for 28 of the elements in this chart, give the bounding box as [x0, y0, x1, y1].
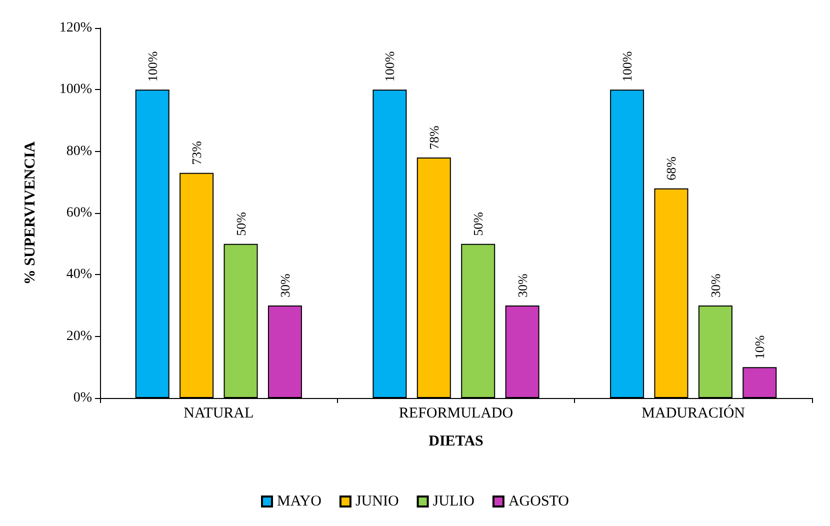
legend-label: MAYO [276, 494, 322, 510]
data-label: 50% [233, 212, 248, 236]
y-tick-label: 0% [73, 390, 92, 406]
data-label: 100% [620, 51, 635, 82]
data-label: 100% [144, 51, 160, 82]
legend-label: JULIO [432, 494, 475, 510]
y-tick-label: 60% [66, 206, 92, 220]
x-axis-title: DIETAS [428, 434, 484, 450]
y-tick-label: 20% [66, 328, 92, 344]
y-tick-label: 40% [66, 267, 92, 282]
data-label: 30% [277, 274, 292, 298]
legend-label: AGOSTO [508, 494, 570, 510]
x-tick-label: REFORMULADO [398, 406, 514, 422]
data-label: 78% [426, 126, 442, 150]
x-tick-label: NATURAL [184, 406, 254, 422]
y-tick-label: 80% [66, 144, 92, 159]
y-axis-title: % SUPERVIVENCIA [22, 141, 38, 285]
data-label: 50% [470, 212, 486, 236]
y-tick-label: 100% [59, 82, 92, 98]
y-tick-label: 120% [59, 20, 92, 36]
data-label: 68% [664, 156, 679, 180]
data-label: 30% [514, 274, 530, 298]
data-label: 30% [708, 274, 723, 298]
x-tick-label: MADURACIÓN [642, 404, 746, 422]
legend-label: JUNIO [355, 494, 399, 510]
data-label: 10% [752, 335, 768, 360]
data-label: 100% [382, 51, 398, 82]
data-label: 73% [189, 140, 204, 165]
